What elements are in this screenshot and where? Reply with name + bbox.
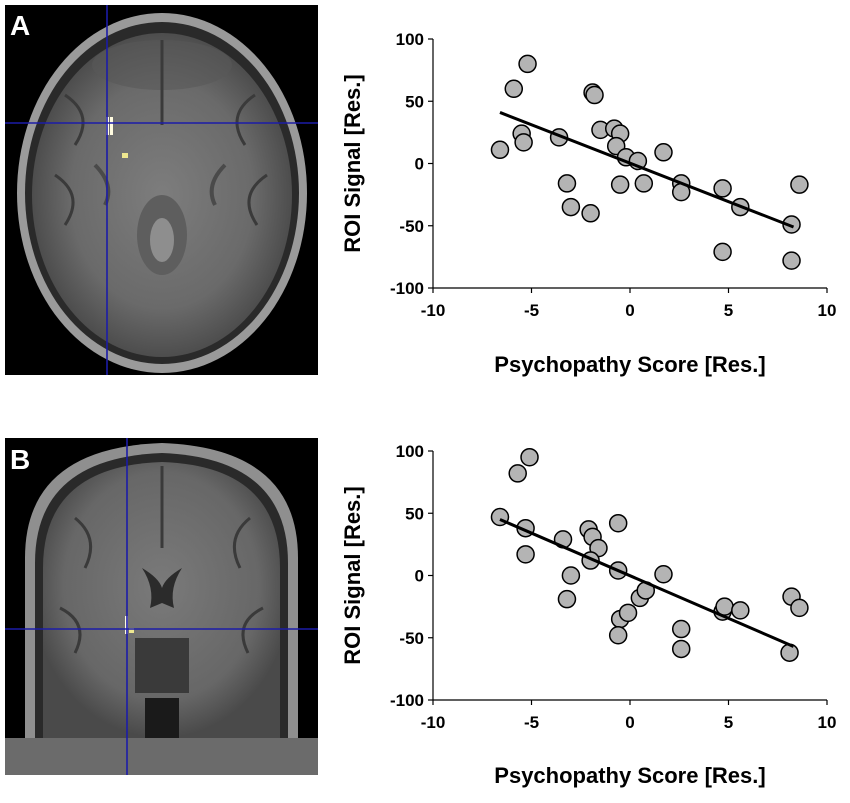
y-tick-label: 0 <box>415 567 424 586</box>
data-point <box>634 174 654 193</box>
y-tick-label: 100 <box>396 30 424 49</box>
data-point <box>780 643 799 662</box>
regression-line <box>499 111 795 229</box>
y-tick-label: -50 <box>399 629 424 648</box>
x-tick-label: 10 <box>818 301 837 320</box>
x-tick-label: -10 <box>421 301 446 320</box>
data-point <box>557 174 577 193</box>
y-tick-label: 50 <box>405 92 424 111</box>
x-tick-label: 10 <box>818 713 837 732</box>
data-point <box>557 589 577 609</box>
panel-b: B -100 -50 0 50 100 -10 -5 0 5 10 Psychopathy Scor… <box>0 400 850 803</box>
y-tick-label: -100 <box>390 691 424 710</box>
data-point <box>490 140 510 160</box>
data-point <box>618 603 638 623</box>
y-tick-label: -50 <box>399 217 424 236</box>
data-point <box>654 143 673 162</box>
coronal-brain-image <box>5 438 318 775</box>
x-tick-label: -10 <box>421 713 446 732</box>
y-tick-label: -100 <box>390 279 424 298</box>
data-point <box>608 513 628 533</box>
x-tick-label: 5 <box>724 301 733 320</box>
y-tick-label: 0 <box>415 155 424 174</box>
x-axis-title: Psychopathy Score [Res.] <box>494 352 765 377</box>
x-tick-label: 0 <box>625 713 634 732</box>
x-tick-label: -5 <box>524 713 539 732</box>
data-point <box>713 242 732 262</box>
data-point <box>518 54 537 74</box>
y-tick-label: 100 <box>396 442 424 461</box>
data-point <box>508 464 527 483</box>
data-point <box>731 601 750 620</box>
data-point <box>581 204 600 223</box>
data-point <box>516 545 535 564</box>
data-point <box>671 639 691 659</box>
x-axis-title: Psychopathy Score [Res.] <box>494 763 765 788</box>
data-point <box>713 179 732 198</box>
panel-letter: A <box>10 10 31 41</box>
panel-a: A -100 -50 0 50 100 -10 -5 0 5 10 Psychopathy Scor… <box>0 0 850 400</box>
x-tick-label: -5 <box>524 301 539 320</box>
data-point <box>608 626 628 645</box>
y-tick-label: 50 <box>405 504 424 523</box>
data-point <box>561 566 581 585</box>
x-tick-label: 5 <box>724 713 733 732</box>
y-axis-title: ROI Signal [Res.] <box>340 74 365 252</box>
panel-letter: B <box>10 444 31 475</box>
data-point <box>520 447 539 467</box>
data-point <box>561 197 581 217</box>
data-point <box>790 598 809 618</box>
x-tick-label: 0 <box>625 301 634 320</box>
axial-brain-image <box>5 5 318 375</box>
data-point <box>514 133 533 152</box>
regression-line <box>499 518 795 648</box>
data-point <box>585 85 604 105</box>
data-point <box>671 619 691 639</box>
data-point <box>654 565 673 584</box>
data-point <box>782 251 801 270</box>
data-point <box>790 175 809 194</box>
data-point <box>610 175 630 194</box>
data-point <box>504 79 524 99</box>
y-axis-title: ROI Signal [Res.] <box>340 486 365 664</box>
